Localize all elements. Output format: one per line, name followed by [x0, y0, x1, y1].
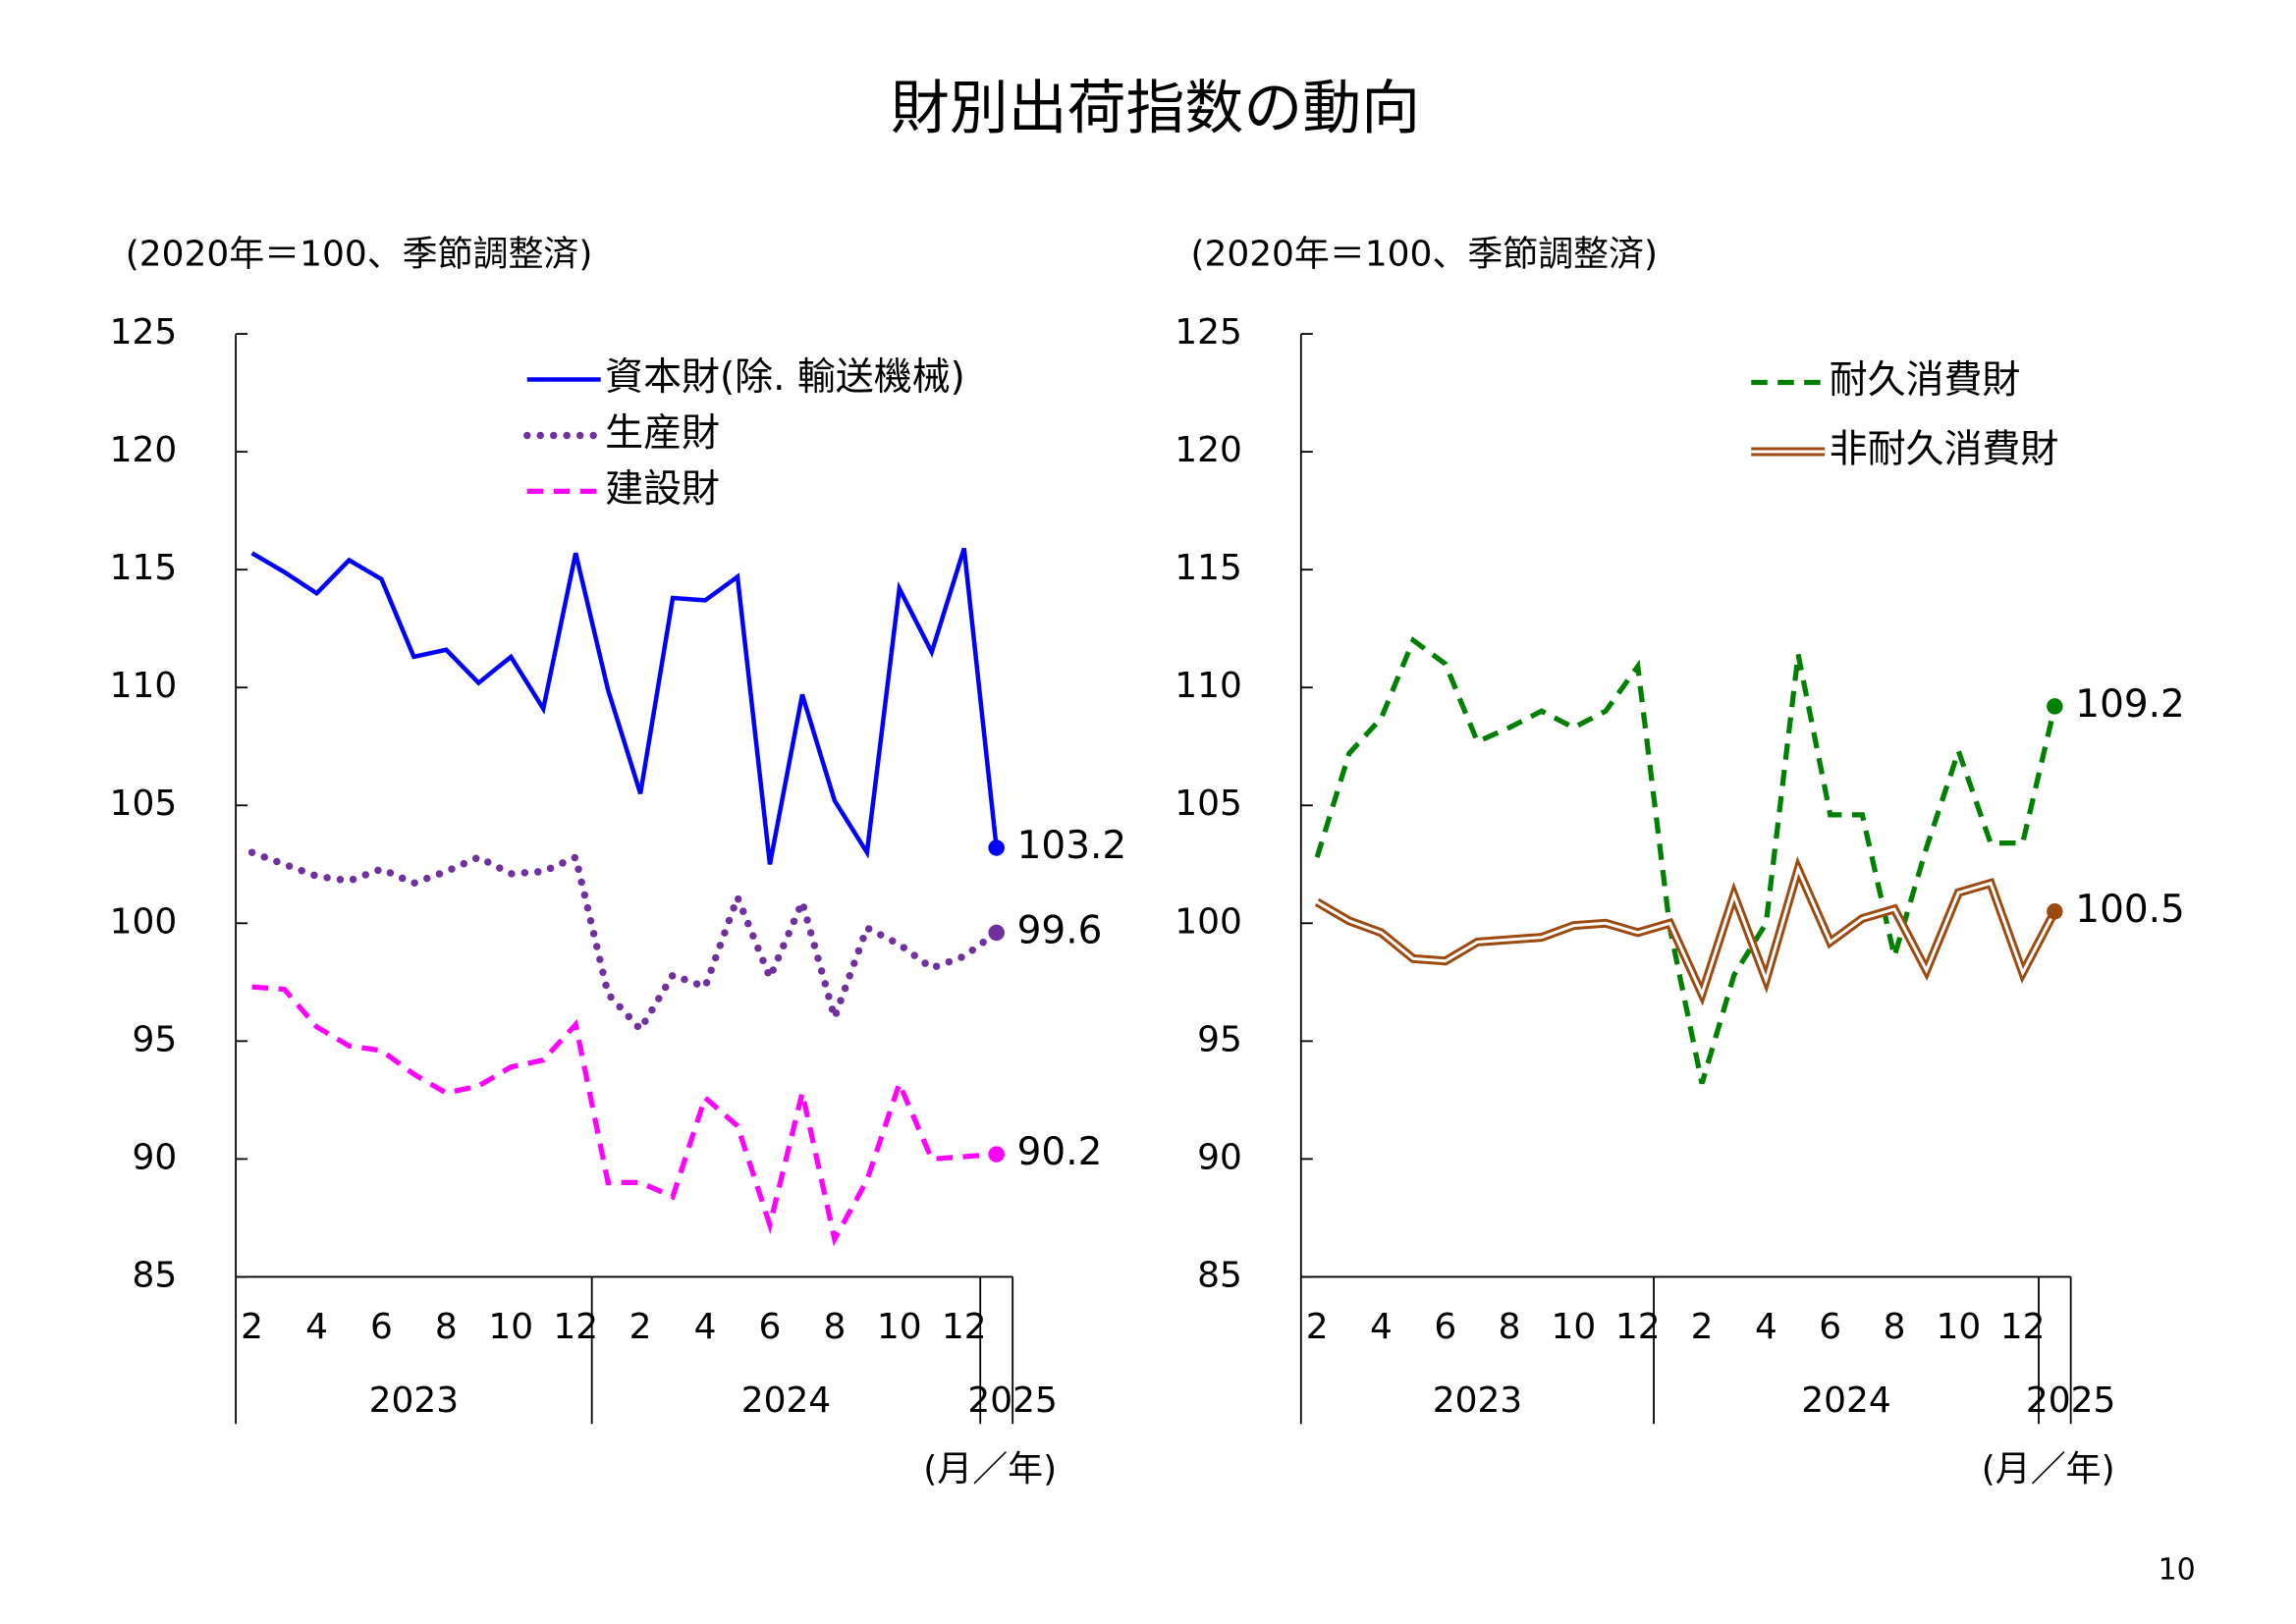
end-point — [988, 1146, 1005, 1163]
x-tick-label: 2 — [241, 1307, 263, 1347]
x-axis-label: (月／年) — [1982, 1449, 2115, 1489]
x-tick-label: 12 — [942, 1307, 987, 1347]
x-tick-label: 12 — [1615, 1307, 1661, 1347]
y-tick-label: 110 — [110, 666, 178, 706]
end-label: 90.2 — [1017, 1130, 1103, 1174]
series-line — [250, 547, 999, 865]
year-label: 2025 — [2026, 1380, 2115, 1421]
x-tick-label: 12 — [553, 1307, 598, 1347]
legend-label: 耐久消費財 — [1830, 358, 2021, 403]
end-point — [2047, 698, 2063, 715]
x-tick-label: 8 — [1884, 1307, 1906, 1347]
y-tick-label: 115 — [1175, 548, 1242, 588]
y-tick-label: 125 — [110, 312, 178, 352]
series-line — [247, 848, 1001, 1036]
end-label: 103.2 — [1017, 824, 1126, 868]
end-point — [988, 924, 1005, 942]
x-axis-label: (月／年) — [923, 1449, 1057, 1489]
x-tick-label: 8 — [435, 1307, 458, 1347]
legend-label: 建設財 — [605, 467, 720, 512]
legend-label: 非耐久消費財 — [1830, 427, 2059, 471]
year-label: 2024 — [1801, 1380, 1890, 1421]
page-number: 10 — [2159, 1553, 2196, 1588]
x-tick-label: 6 — [1434, 1307, 1456, 1347]
y-tick-label: 100 — [1175, 901, 1242, 942]
x-tick-label: 8 — [823, 1307, 846, 1347]
series-line — [1314, 855, 2059, 1006]
y-tick-label: 115 — [110, 548, 178, 588]
year-label: 2025 — [967, 1380, 1057, 1421]
y-tick-label: 105 — [1175, 784, 1242, 824]
y-tick-label: 100 — [110, 901, 178, 942]
end-label: 99.6 — [1017, 908, 1103, 952]
y-tick-label: 120 — [1175, 430, 1242, 470]
y-tick-label: 85 — [132, 1255, 177, 1295]
y-tick-label: 105 — [110, 784, 178, 824]
year-label: 2023 — [369, 1380, 459, 1421]
y-tick-label: 90 — [132, 1137, 177, 1177]
x-tick-label: 2 — [1691, 1307, 1714, 1347]
x-tick-label: 10 — [1936, 1307, 1981, 1347]
y-tick-label: 95 — [132, 1019, 177, 1059]
x-tick-label: 10 — [1552, 1307, 1597, 1347]
x-tick-label: 8 — [1499, 1307, 1521, 1347]
x-tick-label: 6 — [759, 1307, 782, 1347]
y-tick-label: 85 — [1197, 1255, 1242, 1295]
x-tick-label: 4 — [305, 1307, 328, 1347]
legend-label: 資本財(除. 輸送機械) — [605, 355, 965, 400]
x-tick-label: 10 — [488, 1307, 533, 1347]
x-tick-label: 4 — [1755, 1307, 1777, 1347]
subtitle: (2020年＝100、季節調整済) — [1190, 235, 1658, 275]
end-label: 100.5 — [2075, 888, 2184, 932]
y-tick-label: 90 — [1197, 1137, 1242, 1177]
y-tick-label: 120 — [110, 430, 178, 470]
series-line — [1314, 636, 2057, 1085]
series-line — [251, 984, 997, 1247]
legend-label: 生産財 — [605, 411, 720, 456]
x-tick-label: 12 — [2000, 1307, 2046, 1347]
x-tick-label: 6 — [1819, 1307, 1841, 1347]
y-tick-label: 110 — [1175, 666, 1242, 706]
x-tick-label: 2 — [1306, 1307, 1329, 1347]
x-tick-label: 2 — [629, 1307, 652, 1347]
x-tick-label: 10 — [877, 1307, 922, 1347]
end-label: 109.2 — [2075, 682, 2184, 727]
end-point — [988, 839, 1005, 856]
year-label: 2024 — [741, 1380, 831, 1421]
x-tick-label: 6 — [370, 1307, 393, 1347]
end-point — [2047, 903, 2063, 920]
y-tick-label: 125 — [1175, 312, 1242, 352]
subtitle: (2020年＝100、季節調整済) — [126, 235, 593, 275]
year-label: 2023 — [1433, 1380, 1522, 1421]
page-title: 財別出荷指数の動向 — [891, 74, 1420, 142]
x-tick-label: 4 — [1370, 1307, 1393, 1347]
series-line-inner — [1316, 864, 2056, 999]
y-tick-label: 95 — [1197, 1019, 1242, 1059]
x-tick-label: 4 — [694, 1307, 717, 1347]
